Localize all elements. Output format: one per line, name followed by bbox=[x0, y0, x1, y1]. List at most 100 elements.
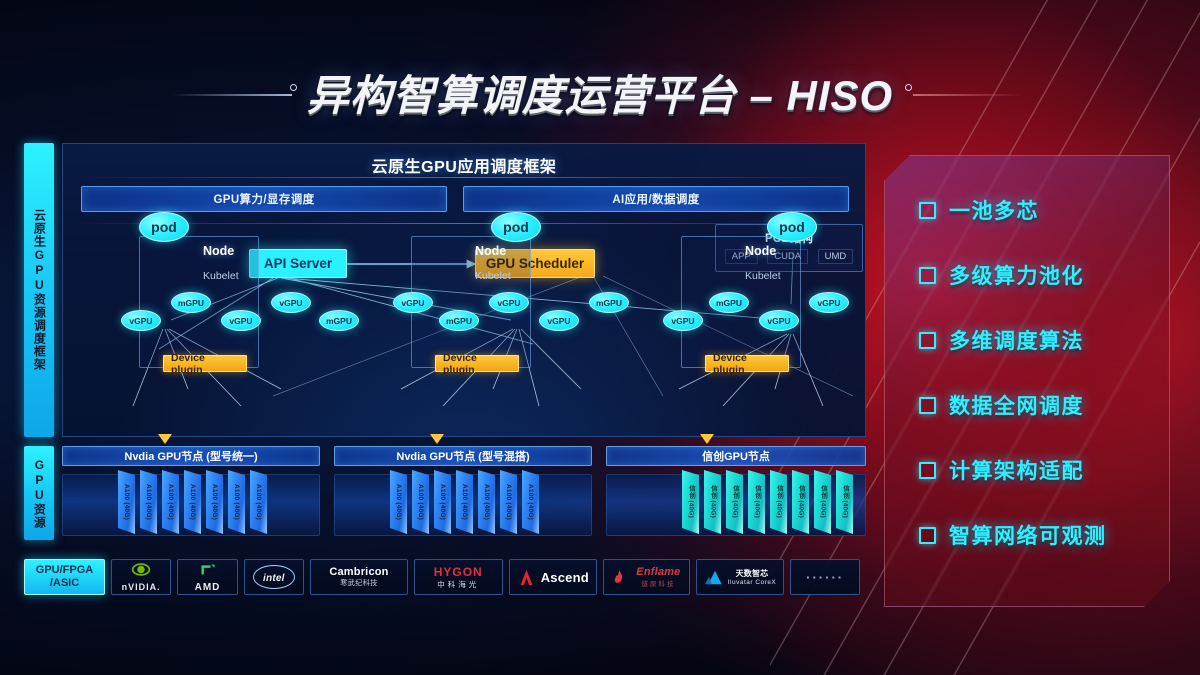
gpu-card[interactable]: 信创 (40G) bbox=[792, 470, 809, 534]
feature-item-1[interactable]: 一池多芯 bbox=[919, 196, 1155, 224]
vendor-logo-cambricon[interactable]: Cambricon 寒武纪科技 bbox=[310, 559, 408, 595]
gpu-card[interactable]: A100 (40G) bbox=[162, 470, 179, 534]
gpu-card[interactable]: A100 (40G) bbox=[456, 470, 473, 534]
gpu-card[interactable]: 信创 (40G) bbox=[726, 470, 743, 534]
vgpu-ellipse-3-1[interactable]: vGPU bbox=[663, 310, 703, 331]
checkbox-square-icon[interactable] bbox=[919, 397, 936, 414]
gpu-card[interactable]: 信创 (40G) bbox=[748, 470, 765, 534]
mgpu-ellipse-2-2[interactable]: mGPU bbox=[439, 310, 479, 331]
feature-item-4[interactable]: 数据全网调度 bbox=[919, 391, 1155, 419]
vendor-text: Ascend bbox=[517, 569, 589, 586]
intel-oval-icon: intel bbox=[253, 565, 295, 589]
checkbox-square-icon[interactable] bbox=[919, 462, 936, 479]
vgpu-ellipse-1-3[interactable]: vGPU bbox=[221, 310, 261, 331]
gpu-card[interactable]: 信创 (40G) bbox=[814, 470, 831, 534]
gpu-card[interactable]: A100 (40G) bbox=[140, 470, 157, 534]
gpu-card[interactable]: A100 (40G) bbox=[228, 470, 245, 534]
feature-item-3[interactable]: 多维调度算法 bbox=[919, 326, 1155, 354]
band-gpu-compute[interactable]: GPU算力/显存调度 bbox=[81, 186, 447, 212]
gpu-card[interactable]: A100 (40G) bbox=[412, 470, 429, 534]
gpu-card[interactable]: 信创 (40G) bbox=[682, 470, 699, 534]
gpu-card[interactable]: A100 (40G) bbox=[390, 470, 407, 534]
vendor-logo-amd[interactable]: AMD bbox=[177, 559, 238, 595]
kubelet-label-1: Kubelet bbox=[203, 270, 239, 282]
vendor-label-sub: Iluvatar CoreX bbox=[727, 579, 777, 586]
feature-item-5[interactable]: 计算架构适配 bbox=[919, 456, 1155, 484]
gpu-card[interactable]: 信创 (40G) bbox=[704, 470, 721, 534]
gpu-card[interactable]: A100 (40G) bbox=[206, 470, 223, 534]
pod-ellipse-2[interactable]: pod bbox=[491, 212, 541, 242]
vendor-label-main: Cambricon bbox=[329, 566, 389, 578]
vendor-logo-intel[interactable]: intel bbox=[243, 559, 304, 595]
checkbox-square-icon[interactable] bbox=[919, 332, 936, 349]
feature-item-2[interactable]: 多级算力池化 bbox=[919, 261, 1155, 289]
node-label-3: Node bbox=[745, 244, 777, 258]
checkbox-square-icon[interactable] bbox=[919, 267, 936, 284]
mgpu-ellipse-1-5[interactable]: mGPU bbox=[319, 310, 359, 331]
device-plugin-1[interactable]: Device plugin bbox=[163, 352, 247, 376]
gpu-node-group-3: 信创GPU节点 信创 (40G) 信创 (40G) 信创 (40G) 信创 (40G)… bbox=[606, 446, 866, 540]
gpu-node-group-2: Nvdia GPU节点 (型号混搭) A100 (40G) A100 (40G) A… bbox=[334, 446, 592, 540]
vendor-label-sub: 中科海光 bbox=[437, 579, 480, 589]
gpu-card[interactable]: A100 (40G) bbox=[184, 470, 201, 534]
vgpu-ellipse-2-1[interactable]: vGPU bbox=[393, 292, 433, 313]
gpu-card-label: A100 (40G) bbox=[483, 484, 490, 520]
vgpu-ellipse-3-4[interactable]: vGPU bbox=[809, 292, 849, 313]
api-server-box[interactable]: API Server bbox=[249, 249, 347, 278]
gpu-scheduler-box[interactable]: GPU Scheduler bbox=[475, 249, 595, 278]
gpu-card[interactable]: 信创 (40G) bbox=[836, 470, 853, 534]
pod-ellipse-1[interactable]: pod bbox=[139, 212, 189, 242]
pod-structure-cell-cuda: CUDA bbox=[767, 249, 809, 264]
gpu-card[interactable]: A100 (40G) bbox=[434, 470, 451, 534]
gpu-card-label: 信创 (40G) bbox=[819, 485, 827, 519]
vgpu-ellipse-2-4[interactable]: vGPU bbox=[539, 310, 579, 331]
gpu-card[interactable]: A100 (40G) bbox=[118, 470, 135, 534]
node-label-2: Node bbox=[475, 244, 507, 258]
vendor-logo-first[interactable]: GPU/FPGA/ASIC bbox=[24, 559, 106, 595]
iluvatar-mountain-icon bbox=[704, 569, 724, 585]
band-ai-application[interactable]: AI应用/数据调度 bbox=[463, 186, 849, 212]
node-group-1: Node Kubelet pod vGPU mGPU vGPU vGPU mGP… bbox=[121, 212, 371, 390]
gpu-card-label: 信创 (40G) bbox=[797, 485, 805, 519]
vendor-logo-strip: GPU/FPGA/ASIC nVIDIA. AMD intel Cambricon 寒武纪… bbox=[24, 559, 866, 595]
feature-item-label: 智算网络可观测 bbox=[949, 525, 1107, 548]
vendor-logo-hygon[interactable]: HYGON 中科海光 bbox=[413, 559, 503, 595]
mgpu-ellipse-2-5[interactable]: mGPU bbox=[589, 292, 629, 313]
gpu-card[interactable]: A100 (40G) bbox=[478, 470, 495, 534]
vendor-logo-ascend[interactable]: Ascend bbox=[508, 559, 598, 595]
vendor-text: Cambricon 寒武纪科技 bbox=[329, 566, 388, 588]
cloud-native-framework-panel: 云原生GPU应用调度框架 GPU算力/显存调度 AI应用/数据调度 bbox=[62, 143, 866, 437]
gpu-card-label: A100 (40G) bbox=[189, 484, 196, 520]
vendor-logo-iluvatar[interactable]: 天数智芯 Iluvatar CoreX bbox=[695, 559, 785, 595]
gpu-card[interactable]: A100 (40G) bbox=[522, 470, 539, 534]
gpu-card[interactable]: 信创 (40G) bbox=[770, 470, 787, 534]
pod-ellipse-3[interactable]: pod bbox=[767, 212, 817, 242]
vendor-logo-enflame[interactable]: Enflame 燧原科技 bbox=[603, 559, 690, 595]
vertical-label-framework-text: 云原生GPU资源调度框架 bbox=[32, 209, 47, 371]
vendor-logo-more[interactable]: ······ bbox=[790, 559, 860, 595]
mgpu-ellipse-1-2[interactable]: mGPU bbox=[171, 292, 211, 313]
feature-item-6[interactable]: 智算网络可观测 bbox=[919, 521, 1155, 549]
gpu-card-label: 信创 (40G) bbox=[709, 485, 717, 519]
gpu-card[interactable]: A100 (40G) bbox=[500, 470, 517, 534]
vgpu-ellipse-1-1[interactable]: vGPU bbox=[121, 310, 161, 331]
gpu-card-label: A100 (40G) bbox=[417, 484, 424, 520]
feature-item-label: 多级算力池化 bbox=[949, 265, 1084, 288]
checkbox-square-icon[interactable] bbox=[919, 202, 936, 219]
kubelet-label-2: Kubelet bbox=[475, 270, 511, 282]
device-plugin-3[interactable]: Device plugin bbox=[705, 352, 789, 376]
gpu-card-label: 信创 (40G) bbox=[731, 485, 739, 519]
gpu-resource-row: Nvdia GPU节点 (型号统一) A100 (40G) A100 (40G) A… bbox=[62, 434, 866, 540]
checkbox-square-icon[interactable] bbox=[919, 527, 936, 544]
gpu-card[interactable]: A100 (40G) bbox=[250, 470, 267, 534]
gpu-card-label: A100 (40G) bbox=[439, 484, 446, 520]
vgpu-ellipse-2-3[interactable]: vGPU bbox=[489, 292, 529, 313]
vgpu-ellipse-1-4[interactable]: vGPU bbox=[271, 292, 311, 313]
vendor-logo-nvidia[interactable]: nVIDIA. bbox=[111, 559, 172, 595]
mgpu-ellipse-3-2[interactable]: mGPU bbox=[709, 292, 749, 313]
vgpu-ellipse-3-3[interactable]: vGPU bbox=[759, 310, 799, 331]
device-plugin-2[interactable]: Device plugin bbox=[435, 352, 519, 376]
node-group-2: Node Kubelet pod vGPU mGPU vGPU vGPU mGP… bbox=[393, 212, 643, 390]
vendor-label-sub: /ASIC bbox=[49, 577, 80, 589]
